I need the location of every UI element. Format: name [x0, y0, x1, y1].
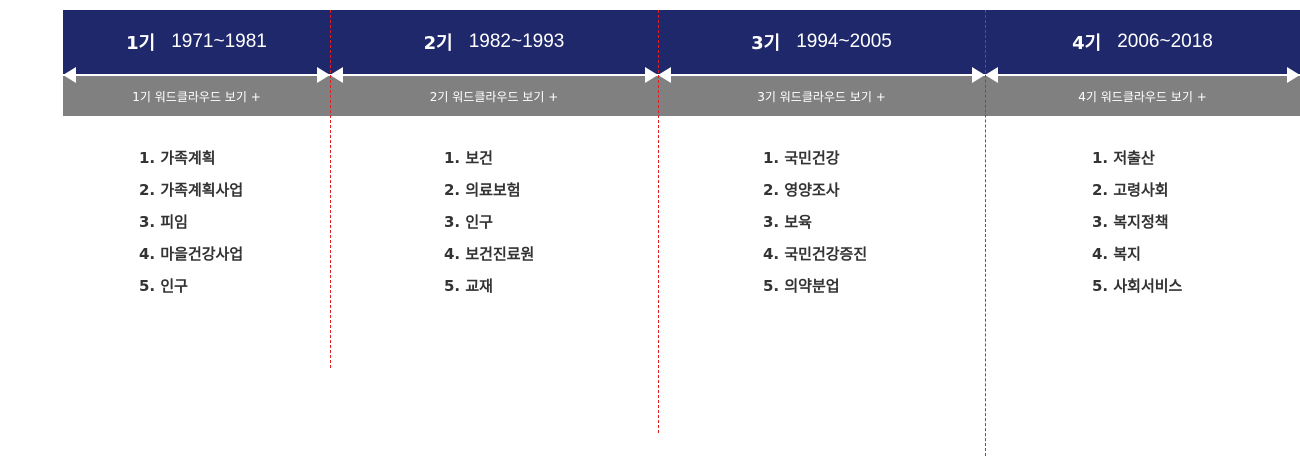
keyword-item: 1. 보건: [444, 149, 493, 167]
period-years: 1971~1981: [171, 31, 267, 52]
period-years: 1994~2005: [796, 31, 892, 52]
keyword-item: 4. 마을건강사업: [139, 245, 244, 263]
period-column: 1기 1971~1981 1기 워드클라우드 보기 + 1. 가족계획 2. 가족계…: [63, 10, 330, 295]
period-label: 4기: [1072, 33, 1102, 54]
arrow-left-icon: [63, 67, 76, 83]
keyword-item: 5. 인구: [139, 277, 188, 295]
timeline-line: [63, 74, 330, 76]
divider: [658, 10, 659, 433]
arrow-left-icon: [658, 67, 671, 83]
keyword-list: 1. 저출산 2. 고령사회 3. 복지정책 4. 복지 5. 사회서비스: [1092, 147, 1182, 307]
keyword-item: 2. 고령사회: [1092, 181, 1169, 199]
timeline-line: [985, 74, 1300, 76]
arrow-right-icon: [972, 67, 985, 83]
keyword-item: 2. 의료보험: [444, 181, 521, 199]
keyword-list: 1. 가족계획 2. 가족계획사업 3. 피임 4. 마을건강사업 5. 인구: [139, 147, 243, 307]
period-column: 2기 1982~1993 2기 워드클라우드 보기 + 1. 보건 2. 의료보험 3…: [330, 10, 658, 295]
keyword-item: 4. 국민건강증진: [763, 245, 868, 263]
keyword-list: 1. 국민건강 2. 영양조사 3. 보육 4. 국민건강증진 5. 의약분업: [763, 147, 867, 307]
wordcloud-link[interactable]: 3기 워드클라우드 보기 +: [658, 76, 985, 116]
arrow-right-icon: [1287, 67, 1300, 83]
arrow-right-icon: [317, 67, 330, 83]
keyword-item: 5. 의약분업: [763, 277, 840, 295]
wordcloud-link[interactable]: 4기 워드클라우드 보기 +: [985, 76, 1300, 116]
period-label: 2기: [423, 33, 453, 54]
period-header: 1기 1971~1981: [63, 10, 330, 74]
divider: [985, 10, 986, 456]
period-header: 4기 2006~2018: [985, 10, 1300, 74]
keyword-item: 1. 가족계획: [139, 149, 216, 167]
period-header: 2기 1982~1993: [330, 10, 658, 74]
keyword-list: 1. 보건 2. 의료보험 3. 인구 4. 보건진료원 5. 교재: [444, 147, 534, 307]
period-years: 1982~1993: [468, 31, 565, 52]
arrow-left-icon: [985, 67, 998, 83]
keyword-item: 3. 복지정책: [1092, 213, 1169, 231]
keyword-item: 2. 영양조사: [763, 181, 840, 199]
keyword-item: 4. 복지: [1092, 245, 1141, 263]
arrow-left-icon: [330, 67, 343, 83]
arrow-right-icon: [645, 67, 658, 83]
keyword-item: 1. 국민건강: [763, 149, 840, 167]
period-header: 3기 1994~2005: [658, 10, 985, 74]
keyword-item: 4. 보건진료원: [444, 245, 535, 263]
wordcloud-link[interactable]: 2기 워드클라우드 보기 +: [330, 76, 658, 116]
period-label: 1기: [126, 33, 156, 54]
wordcloud-link[interactable]: 1기 워드클라우드 보기 +: [63, 76, 330, 116]
keyword-item: 5. 사회서비스: [1092, 277, 1183, 295]
keyword-item: 1. 저출산: [1092, 149, 1155, 167]
divider: [330, 10, 331, 368]
period-column: 3기 1994~2005 3기 워드클라우드 보기 + 1. 국민건강 2. 영양조…: [658, 10, 985, 295]
timeline-line: [658, 74, 985, 76]
keyword-item: 3. 피임: [139, 213, 188, 231]
keyword-item: 3. 보육: [763, 213, 812, 231]
period-years: 2006~2018: [1117, 31, 1213, 52]
timeline-line: [330, 74, 658, 76]
keyword-item: 3. 인구: [444, 213, 493, 231]
keyword-item: 2. 가족계획사업: [139, 181, 244, 199]
keyword-item: 5. 교재: [444, 277, 493, 295]
period-label: 3기: [751, 33, 781, 54]
period-column: 4기 2006~2018 4기 워드클라우드 보기 + 1. 저출산 2. 고령사회…: [985, 10, 1300, 295]
